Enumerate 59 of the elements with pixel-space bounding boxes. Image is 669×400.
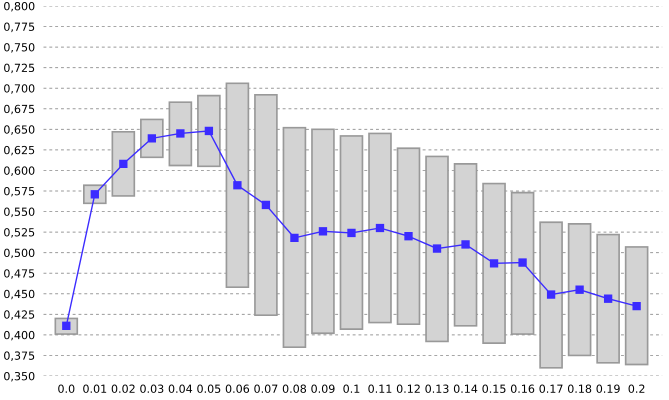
y-tick-label: 0,575: [4, 186, 34, 197]
point: [347, 228, 356, 238]
point: [119, 160, 128, 168]
y-tick-label: 0,350: [4, 372, 34, 382]
point: [518, 258, 527, 267]
x-tick-label: 0.12: [396, 384, 420, 393]
x-tick-label: 0.15: [482, 384, 506, 393]
point: [575, 286, 584, 294]
y-tick-label: 0,425: [4, 310, 34, 320]
y-tick-label: 0,650: [4, 125, 34, 135]
x-tick-label: 0.18: [568, 384, 592, 393]
x-tick-label: 0.04: [168, 384, 192, 393]
y-tick-label: 0,800: [4, 2, 34, 12]
point: [290, 234, 299, 242]
point: [490, 259, 498, 268]
y-tick-label: 0,775: [4, 22, 34, 32]
point: [376, 224, 384, 232]
point: [432, 244, 442, 253]
x-tick-label: 0.02: [112, 384, 135, 393]
y-tick-label: 0,400: [4, 330, 34, 340]
y-tick-label: 0,675: [4, 104, 34, 114]
y-tick-label: 0,475: [4, 269, 34, 279]
x-tick-label: 0.14: [454, 384, 478, 393]
point: [204, 126, 214, 136]
y-tick-label: 0,375: [4, 351, 34, 361]
x-tick-label: 0.03: [140, 384, 164, 393]
x-tick-label: 0.07: [254, 384, 278, 393]
point: [233, 181, 242, 190]
y-tick-label: 0,700: [4, 84, 34, 94]
y-tick-label: 0,750: [4, 43, 34, 53]
point: [148, 134, 156, 143]
y-tick-label: 0,725: [4, 64, 34, 74]
x-tick-label: 0.0: [58, 384, 74, 393]
point: [262, 200, 270, 210]
y-tick-label: 0,500: [4, 248, 34, 258]
y-tick-label: 0,450: [4, 290, 34, 300]
x-tick-label: 0.17: [539, 384, 563, 393]
x-tick-label: 0.06: [226, 384, 250, 393]
point: [546, 290, 556, 299]
x-tick-label: 0.09: [311, 384, 335, 393]
x-tick-label: 0.11: [368, 384, 392, 393]
x-tick-label: 0.19: [596, 384, 620, 393]
y-tick-label: 0,525: [4, 228, 34, 238]
point: [461, 240, 470, 249]
point: [604, 294, 612, 303]
x-tick-label: 0.16: [510, 384, 534, 393]
x-tick-label: 0.2: [628, 384, 644, 393]
x-tick-label: 0.13: [425, 384, 449, 393]
x-tick-label: 0.01: [83, 384, 106, 393]
point: [318, 227, 328, 236]
point: [632, 302, 641, 310]
x-tick-label: 0.08: [282, 384, 306, 393]
x-tick-label: 0.05: [197, 384, 220, 393]
y-tick-label: 0,625: [4, 146, 34, 156]
y-tick-label: 0,600: [4, 166, 34, 176]
x-tick-label: 0.1: [343, 384, 360, 393]
point: [176, 129, 185, 138]
point: [404, 232, 413, 240]
y-tick-label: 0,550: [4, 208, 34, 218]
